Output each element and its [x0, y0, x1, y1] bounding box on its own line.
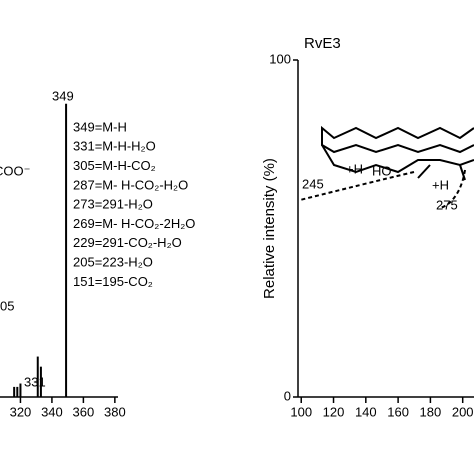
annotation: COO⁻ — [0, 163, 30, 178]
x-tick-label: 340 — [41, 404, 63, 419]
x-tick-label: 180 — [420, 404, 442, 419]
structure-label: HO — [372, 163, 392, 178]
x-tick-label: 160 — [387, 404, 409, 419]
x-tick-label: 140 — [355, 404, 377, 419]
fragment-label: 349=M-H — [73, 119, 127, 134]
y-axis-label: Relative intensity (%) — [261, 158, 278, 299]
x-tick-label: 320 — [10, 404, 32, 419]
fragment-label: 287=M- H-CO₂-H₂O — [73, 177, 188, 192]
x-tick-label: 200 — [452, 404, 474, 419]
fragment-label: 205=223-H₂O — [73, 255, 153, 270]
annotation: 05 — [0, 298, 14, 313]
fragment-label: 305=M-H-CO₂ — [73, 158, 156, 173]
fragment-label: 229=291-CO₂-H₂O — [73, 235, 182, 250]
fragment-label: 151=195-CO₂ — [73, 274, 153, 289]
structure-label: +H — [346, 161, 363, 176]
y-tick-label: 0 — [284, 388, 291, 403]
x-tick-label: 360 — [73, 404, 95, 419]
x-tick-label: 120 — [323, 404, 345, 419]
annotation: 349 — [52, 88, 74, 103]
structure-label: +H — [432, 177, 449, 192]
fragment-label: 269=M- H-CO₂-2H₂O — [73, 216, 195, 231]
fragment-label: 331=M-H-H₂O — [73, 139, 156, 154]
y-tick-label: 100 — [269, 51, 291, 66]
structure-label: 245 — [302, 176, 324, 191]
chart-title: RvE3 — [304, 35, 341, 52]
fragment-label: 273=291-H₂O — [73, 197, 153, 212]
structure — [299, 125, 474, 209]
structure-label: 275 — [436, 197, 458, 212]
annotation: 331 — [24, 374, 46, 389]
x-tick-label: 100 — [290, 404, 312, 419]
x-tick-label: 380 — [104, 404, 126, 419]
